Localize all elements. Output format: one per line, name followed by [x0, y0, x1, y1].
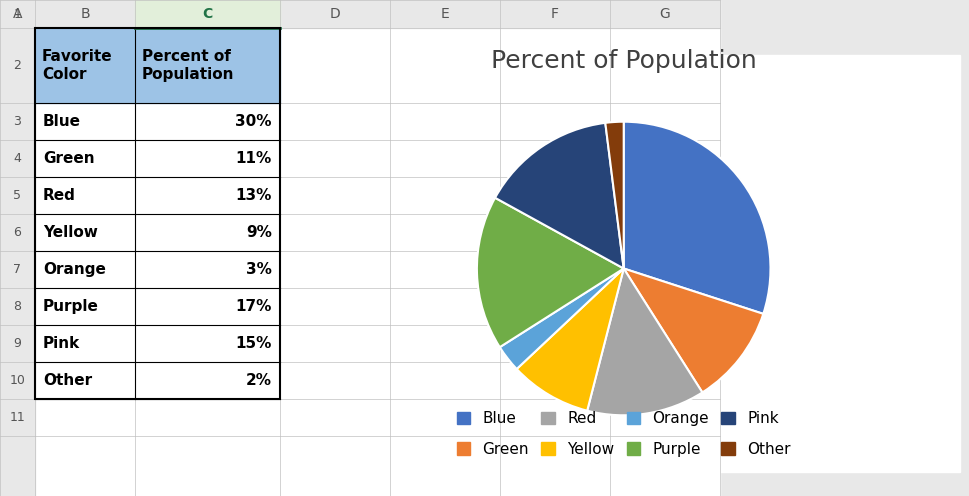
Text: Orange: Orange: [43, 262, 106, 277]
Text: D: D: [329, 7, 340, 21]
Text: Green: Green: [43, 151, 95, 166]
Text: 17%: 17%: [235, 299, 272, 314]
Text: Other: Other: [43, 373, 92, 388]
Text: G: G: [660, 7, 671, 21]
Text: A: A: [13, 7, 22, 21]
Text: 6: 6: [14, 226, 21, 239]
Text: 9%: 9%: [246, 225, 272, 240]
Text: B: B: [80, 7, 90, 21]
Text: 11%: 11%: [235, 151, 272, 166]
Text: 8: 8: [14, 300, 21, 313]
Bar: [35, 28, 280, 399]
Text: Blue: Blue: [43, 114, 81, 129]
Text: 5: 5: [14, 189, 21, 202]
Text: 15%: 15%: [235, 336, 272, 351]
Text: 2: 2: [14, 59, 21, 72]
Bar: [390, 55, 960, 472]
Text: 4: 4: [14, 152, 21, 165]
Text: F: F: [551, 7, 559, 21]
Text: Favorite
Color: Favorite Color: [42, 49, 112, 82]
Text: Pink: Pink: [43, 336, 80, 351]
Text: 2%: 2%: [246, 373, 272, 388]
Bar: [135, 0, 280, 28]
Text: 3%: 3%: [246, 262, 272, 277]
Wedge shape: [516, 268, 624, 411]
Text: 9: 9: [14, 337, 21, 350]
Text: 13%: 13%: [235, 188, 272, 203]
Bar: [0, 0, 720, 28]
Text: E: E: [441, 7, 450, 21]
Wedge shape: [587, 268, 703, 415]
Text: 11: 11: [10, 411, 25, 424]
Text: 1: 1: [14, 7, 21, 20]
Wedge shape: [495, 123, 624, 268]
Wedge shape: [624, 268, 764, 392]
Text: 3: 3: [14, 115, 21, 128]
Bar: [0, 0, 720, 496]
Text: 10: 10: [10, 374, 25, 387]
Bar: [35, 28, 280, 103]
Text: 30%: 30%: [235, 114, 272, 129]
Text: Percent of
Population: Percent of Population: [142, 49, 234, 82]
Text: Purple: Purple: [43, 299, 99, 314]
Text: 7: 7: [14, 263, 21, 276]
Wedge shape: [606, 122, 624, 268]
Bar: [0, 0, 35, 496]
Text: C: C: [203, 7, 212, 21]
Wedge shape: [477, 198, 624, 347]
Legend: Blue, Green, Red, Yellow, Orange, Purple, Pink, Other: Blue, Green, Red, Yellow, Orange, Purple…: [451, 405, 797, 463]
Wedge shape: [500, 268, 624, 369]
Wedge shape: [624, 122, 770, 314]
Title: Percent of Population: Percent of Population: [491, 49, 757, 73]
Text: Red: Red: [43, 188, 76, 203]
Text: Yellow: Yellow: [43, 225, 98, 240]
